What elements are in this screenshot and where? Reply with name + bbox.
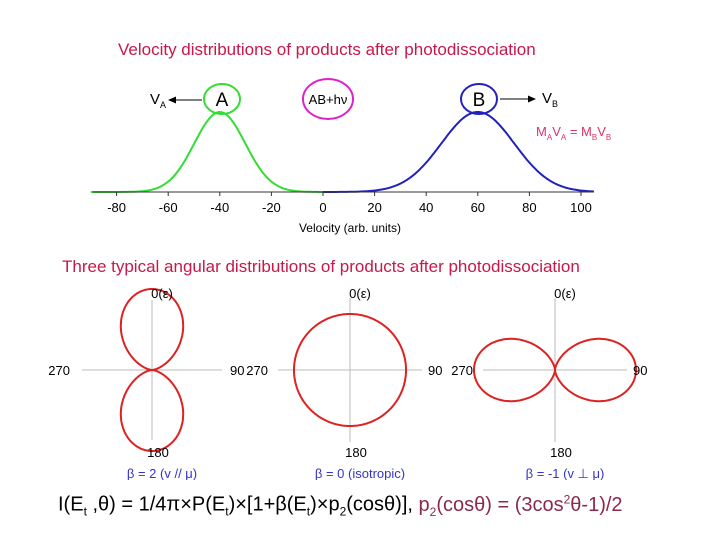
species-b-circle bbox=[460, 83, 498, 115]
legendre-formula: p2(cosθ) = (3cos2θ-1)/2 bbox=[418, 492, 623, 519]
velocity-tick-label: 100 bbox=[570, 200, 592, 215]
polar-label-right: 90 bbox=[633, 363, 647, 378]
velocity-tick-label: -60 bbox=[159, 200, 178, 215]
velocity-b-arrowhead bbox=[528, 95, 536, 103]
polar-curve bbox=[119, 288, 185, 452]
parent-label: AB+hν bbox=[309, 92, 348, 107]
velocity-axis: -80 -60 -40 -20 0 20 40 60 80 100 bbox=[92, 191, 594, 215]
velocity-tick-label: 20 bbox=[367, 200, 381, 215]
polar-label-right: 90 bbox=[230, 363, 244, 378]
velocity-tick-label: -40 bbox=[210, 200, 229, 215]
velocity-title: Velocity distributions of products after… bbox=[118, 40, 536, 59]
polar-caption: β = 0 (isotropic) bbox=[315, 466, 405, 480]
polar-label-left: 270 bbox=[48, 363, 70, 378]
velocity-tick-label: 60 bbox=[471, 200, 485, 215]
velocity-tick-label: 0 bbox=[319, 200, 326, 215]
species-a-circle bbox=[203, 83, 241, 115]
momentum-equation: MAVA = MBVB bbox=[536, 124, 611, 142]
polar-label-bottom: 180 bbox=[345, 445, 367, 460]
velocity-curves bbox=[90, 110, 594, 193]
velocity-chart: VA A AB+hν B VB MAVA = MBVB -80 -60 -40 -20… bbox=[90, 78, 611, 235]
polar-label-top: 0(ε) bbox=[349, 286, 371, 301]
angular-title: Three typical angular distributions of p… bbox=[62, 257, 580, 276]
velocity-tick-label: -20 bbox=[262, 200, 281, 215]
polar-label-top: 0(ε) bbox=[151, 286, 173, 301]
velocity-tick-label: -80 bbox=[107, 200, 126, 215]
polar-label-right: 90 bbox=[428, 363, 442, 378]
polar-caption: β = 2 (v // μ) bbox=[127, 466, 197, 480]
polar-caption: β = -1 (v ⊥ μ) bbox=[526, 466, 605, 480]
species-a-label: A bbox=[216, 90, 229, 111]
velocity-b-label: VB bbox=[542, 90, 558, 109]
distribution-formula: I(Et ,θ) = 1/4π×P(Et)×[1+β(Et)×p2(cosθ)]… bbox=[58, 492, 623, 519]
polar-label-bottom: 180 bbox=[550, 445, 572, 460]
polar-plot-3: 0(ε) 90 270 180 β = -1 (v ⊥ μ) bbox=[451, 286, 647, 480]
polar-label-bottom: 180 bbox=[147, 445, 169, 460]
parent-circle bbox=[302, 78, 354, 120]
velocity-tick-label: 40 bbox=[419, 200, 433, 215]
polar-curve bbox=[293, 313, 407, 427]
polar-label-left: 270 bbox=[451, 363, 473, 378]
polar-label-left: 270 bbox=[246, 363, 268, 378]
velocity-a-label: VA bbox=[150, 91, 166, 110]
polar-label-top: 0(ε) bbox=[554, 286, 576, 301]
velocity-tick-label: 80 bbox=[522, 200, 536, 215]
polar-plot-2: 0(ε) 90 270 180 β = 0 (isotropic) bbox=[246, 286, 442, 480]
velocity-xlabel: Velocity (arb. units) bbox=[299, 221, 401, 235]
polar-plot-1: 0(ε) 90 270 180 β = 2 (v // μ) bbox=[48, 286, 244, 480]
polar-curve bbox=[473, 337, 637, 403]
species-b-label: B bbox=[473, 90, 486, 111]
velocity-a-arrowhead bbox=[168, 96, 176, 104]
velocity-curve-b bbox=[323, 111, 594, 193]
velocity-curve-a bbox=[90, 110, 323, 193]
